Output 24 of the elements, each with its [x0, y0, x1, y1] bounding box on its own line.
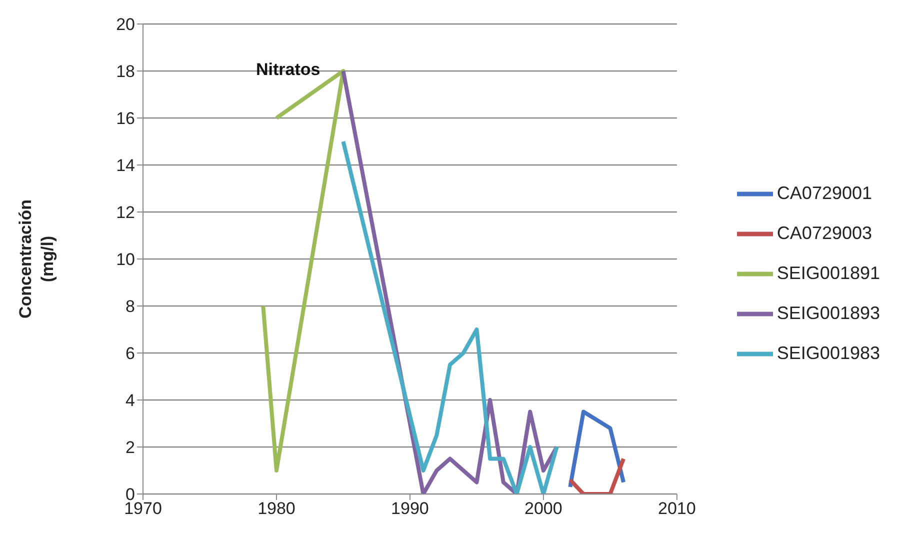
y-tick-label: 6 [126, 344, 135, 364]
legend-label: SEIG001893 [776, 303, 880, 323]
y-tick-label: 10 [116, 250, 135, 270]
x-tick-label: 1970 [124, 499, 162, 518]
y-tick-label: 14 [116, 156, 135, 176]
y-tick-label: 18 [116, 62, 135, 82]
y-tick-label: 16 [116, 109, 135, 128]
legend-label: SEIG001983 [776, 343, 880, 363]
line-series [341, 140, 559, 494]
y-tick-label: 20 [116, 15, 135, 34]
y-tick-label: 12 [116, 203, 135, 222]
text: Nitratos [256, 60, 320, 80]
x-tick-label: 2010 [658, 499, 696, 518]
legend-label: CA0729001 [776, 183, 872, 203]
legend-label: SEIG001891 [776, 263, 880, 283]
x-tick-label: 1990 [391, 499, 429, 518]
y-axis-title: Concentración (mg/l) [16, 199, 57, 319]
y-tick-label: 2 [126, 438, 135, 458]
x-tick-label: 1980 [258, 499, 296, 518]
legend-label: CA0729003 [776, 223, 872, 243]
line-series [568, 410, 626, 489]
y-tick-label: 8 [126, 297, 135, 316]
x-tick-label: 2000 [524, 499, 562, 518]
y-tick-label: 4 [126, 391, 135, 410]
